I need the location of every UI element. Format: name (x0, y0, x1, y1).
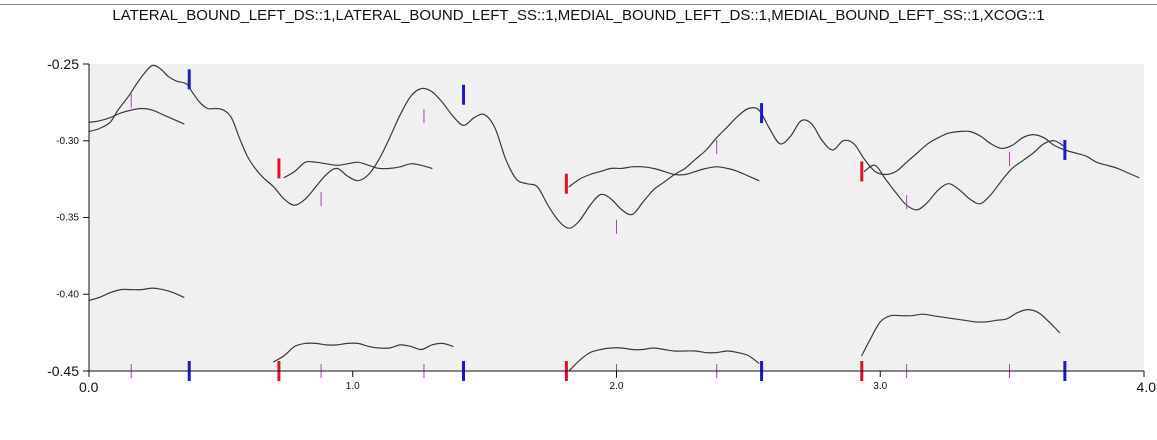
series-3-segment-4-line (861, 309, 1061, 357)
series-3-segment-1-line (88, 287, 185, 301)
y-tick-label: -0.45 (47, 363, 79, 379)
plot-area (89, 64, 1144, 371)
y-tick-label: -0.40 (56, 289, 79, 300)
window-top-border (0, 4, 1157, 5)
x-tick-label: 4.0 (1137, 379, 1157, 395)
x-tick-label: 3.0 (873, 381, 887, 392)
y-tick-label: -0.30 (56, 136, 79, 147)
x-tick-label: 1.0 (346, 381, 360, 392)
series-2-segment-3-line (568, 166, 760, 188)
event-marker-layer (130, 69, 1067, 381)
series-3-segment-3-line (568, 347, 760, 372)
series-1-segment-1-line (88, 64, 1140, 229)
series-layer (88, 64, 1140, 372)
series-3-segment-2-line (273, 342, 454, 363)
series-2-segment-1-line (88, 107, 185, 125)
chart-title: LATERAL_BOUND_LEFT_DS::1,LATERAL_BOUND_L… (112, 7, 1045, 24)
series-2-segment-2-line (283, 160, 433, 179)
y-tick-label: -0.25 (47, 56, 79, 72)
x-tick-label: 2.0 (610, 381, 624, 392)
axis-layer: -0.25 -0.30 -0.35 -0.40 -0.450.0 1.0 2.0 3.0 4.0 (47, 56, 1156, 395)
y-tick-label: -0.35 (56, 213, 79, 224)
series-2-segment-4-line (863, 140, 1066, 211)
x-tick-label: 0.0 (79, 379, 99, 395)
